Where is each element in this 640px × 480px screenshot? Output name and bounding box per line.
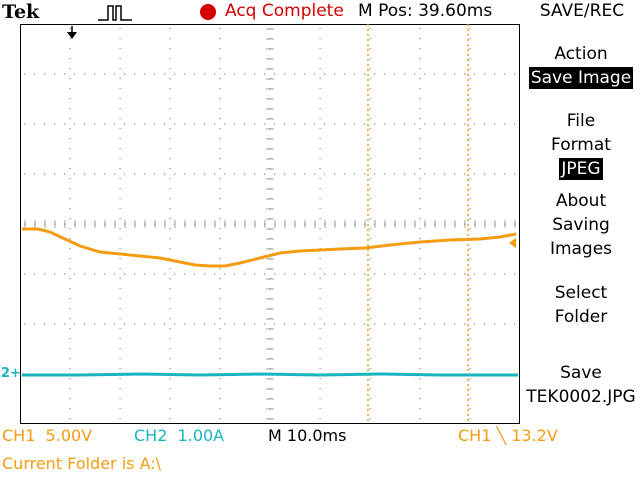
about-saving-images-menu-item[interactable]: About Saving Images: [522, 189, 640, 261]
about-label-2: Saving: [552, 215, 610, 235]
file-format-label-1: File: [566, 111, 596, 131]
trigger-waveform-icon: [98, 5, 132, 21]
trigger-readout: CH1 ╲ 13.2V: [458, 426, 558, 445]
select-folder-menu-item[interactable]: Select Folder: [522, 281, 640, 329]
timebase-readout: M 10.0ms: [268, 426, 347, 445]
about-label-1: About: [555, 191, 607, 211]
acq-status-icon: [200, 4, 216, 20]
current-folder: Current Folder is A:\: [2, 454, 162, 473]
trigger-level-icon: [509, 238, 516, 248]
ch1-scale: CH1 5.00V: [2, 426, 93, 445]
trigger-position-icon: [67, 32, 77, 39]
menu-title: SAVE/REC: [539, 1, 625, 21]
file-format-menu-item[interactable]: File Format JPEG: [522, 109, 640, 181]
waveform-graticule: [22, 24, 518, 424]
action-label: Action: [554, 44, 608, 64]
select-folder-label-2: Folder: [554, 307, 608, 327]
waveform-display: 2+: [1, 24, 520, 424]
save-filename: TEK0002.JPG: [526, 387, 636, 407]
action-menu-item[interactable]: Action Save Image: [522, 42, 640, 90]
ch2-ground-marker: 2+: [1, 366, 21, 381]
save-label: Save: [560, 363, 602, 383]
ch2-trace: [22, 372, 518, 377]
about-label-3: Images: [549, 239, 613, 259]
save-menu-item[interactable]: Save TEK0002.JPG: [522, 361, 640, 409]
ch2-scale: CH2 1.00A: [134, 426, 225, 445]
channel-status-bar: CH1 5.00V CH2 1.00A M 10.0ms CH1 ╲ 13.2V: [0, 426, 640, 448]
top-status-bar: Tek Acq Complete M Pos: 39.60ms SAVE/REC: [0, 0, 640, 24]
ch1-trace: [22, 227, 517, 268]
select-folder-label-1: Select: [554, 283, 608, 303]
side-menu: Action Save Image File Format JPEG About…: [522, 24, 640, 424]
brand-logo: Tek: [2, 1, 40, 23]
action-value: Save Image: [528, 67, 634, 89]
acq-status-text: Acq Complete: [225, 1, 344, 21]
graticule-grid: [24, 28, 516, 420]
file-format-value: JPEG: [559, 158, 603, 180]
file-format-label-2: Format: [551, 135, 611, 155]
m-position-readout: M Pos: 39.60ms: [358, 1, 493, 21]
